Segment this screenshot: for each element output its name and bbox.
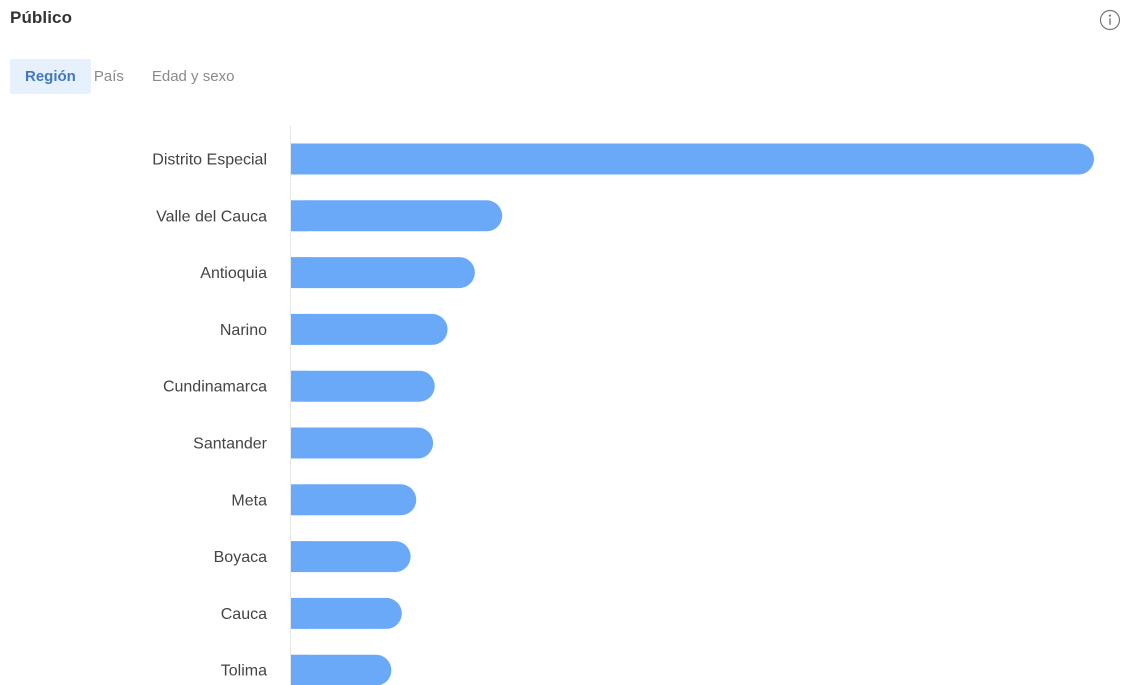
category-label: Cundinamarca: [163, 379, 267, 396]
bar-left-edge: [291, 654, 307, 685]
bar-left-edge: [291, 597, 307, 629]
info-icon[interactable]: [1099, 9, 1121, 31]
tab-age-gender[interactable]: Edad y sexo: [151, 68, 235, 85]
bar-narino[interactable]: [291, 313, 448, 345]
bar-left-edge: [291, 541, 307, 573]
bar-santander[interactable]: [291, 427, 434, 459]
bars-layer: [291, 143, 1094, 685]
category-label: Valle del Cauca: [156, 208, 267, 225]
bar-boyaca[interactable]: [291, 541, 411, 573]
bar-cundinamarca[interactable]: [291, 370, 435, 402]
bar-meta[interactable]: [291, 484, 417, 516]
category-label: Meta: [231, 492, 267, 509]
bar-tolima[interactable]: [291, 654, 392, 685]
bar-left-edge: [291, 143, 307, 175]
bar-left-edge: [291, 257, 307, 289]
category-label: Antioquia: [200, 265, 267, 282]
bar-distrito-especial[interactable]: [291, 143, 1094, 175]
category-label: Tolima: [221, 663, 267, 680]
bar-antioquia[interactable]: [291, 257, 475, 289]
bar-valle-del-cauca[interactable]: [291, 200, 503, 232]
bar-cauca[interactable]: [291, 597, 402, 629]
tab-country[interactable]: País: [93, 68, 124, 85]
category-label: Distrito Especial: [152, 152, 267, 169]
audience-tabs: Región País Edad y sexo: [10, 59, 249, 94]
category-labels-layer: Distrito Especial Valle del Cauca Antioqui…: [152, 152, 267, 680]
bar-left-edge: [291, 313, 307, 345]
bar-left-edge: [291, 370, 307, 402]
bar-left-edge: [291, 484, 307, 516]
category-label: Cauca: [221, 606, 267, 623]
category-label: Santander: [193, 436, 268, 453]
tab-region[interactable]: Región: [10, 59, 91, 94]
category-label: Narino: [220, 322, 267, 339]
bar-left-edge: [291, 200, 307, 232]
category-label: Boyaca: [214, 549, 267, 566]
panel-title: Público: [10, 8, 73, 27]
bar-left-edge: [291, 427, 307, 459]
